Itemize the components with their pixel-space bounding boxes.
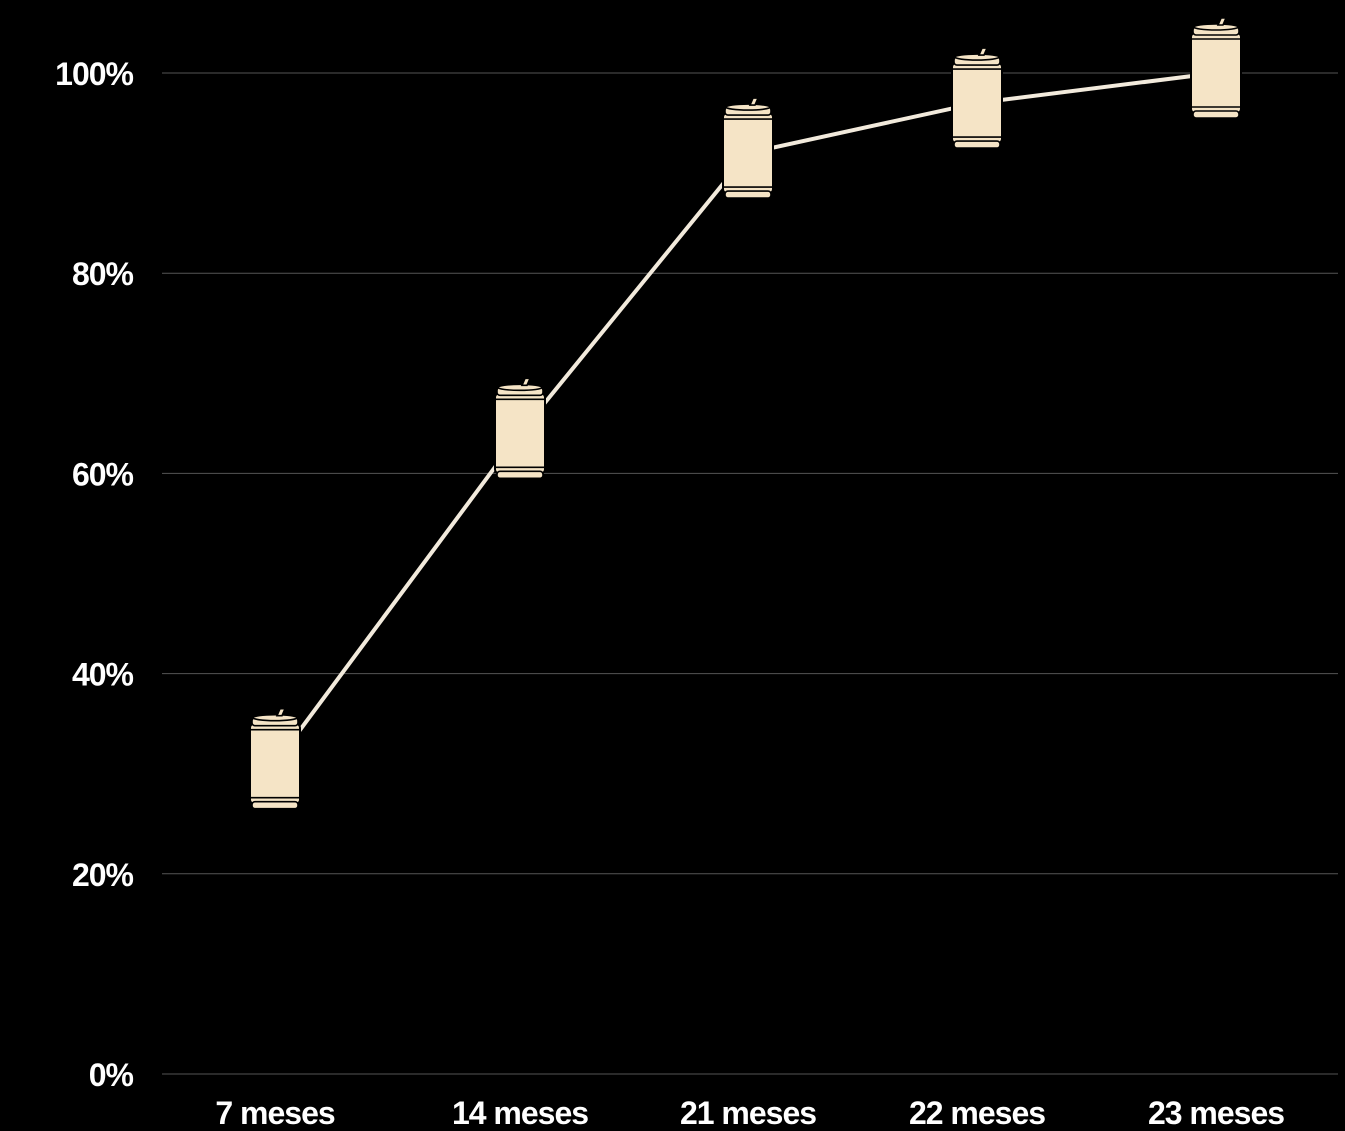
y-tick-label: 20% <box>72 857 134 893</box>
can-icon <box>1190 17 1242 119</box>
y-tick-label: 40% <box>72 657 134 693</box>
x-axis-ticks: 7 meses 14 meses 21 meses 22 meses 23 meses <box>215 1095 1285 1131</box>
can-icon <box>722 97 774 199</box>
markers <box>249 17 1242 810</box>
can-icon <box>951 47 1003 149</box>
y-tick-label: 80% <box>72 256 134 292</box>
can-icon <box>494 377 546 480</box>
x-tick-label: 22 meses <box>909 1095 1045 1131</box>
can-icon <box>249 707 301 810</box>
y-tick-label: 0% <box>89 1057 134 1093</box>
x-tick-label: 7 meses <box>215 1095 335 1131</box>
y-tick-label: 100% <box>55 56 133 92</box>
x-tick-label: 14 meses <box>452 1095 588 1131</box>
y-axis-ticks: 0% 20% 40% 60% 80% 100% <box>55 56 134 1093</box>
gridlines <box>162 72 1338 1075</box>
x-tick-label: 21 meses <box>680 1095 816 1131</box>
x-tick-label: 23 meses <box>1148 1095 1284 1131</box>
y-tick-label: 60% <box>72 456 134 492</box>
